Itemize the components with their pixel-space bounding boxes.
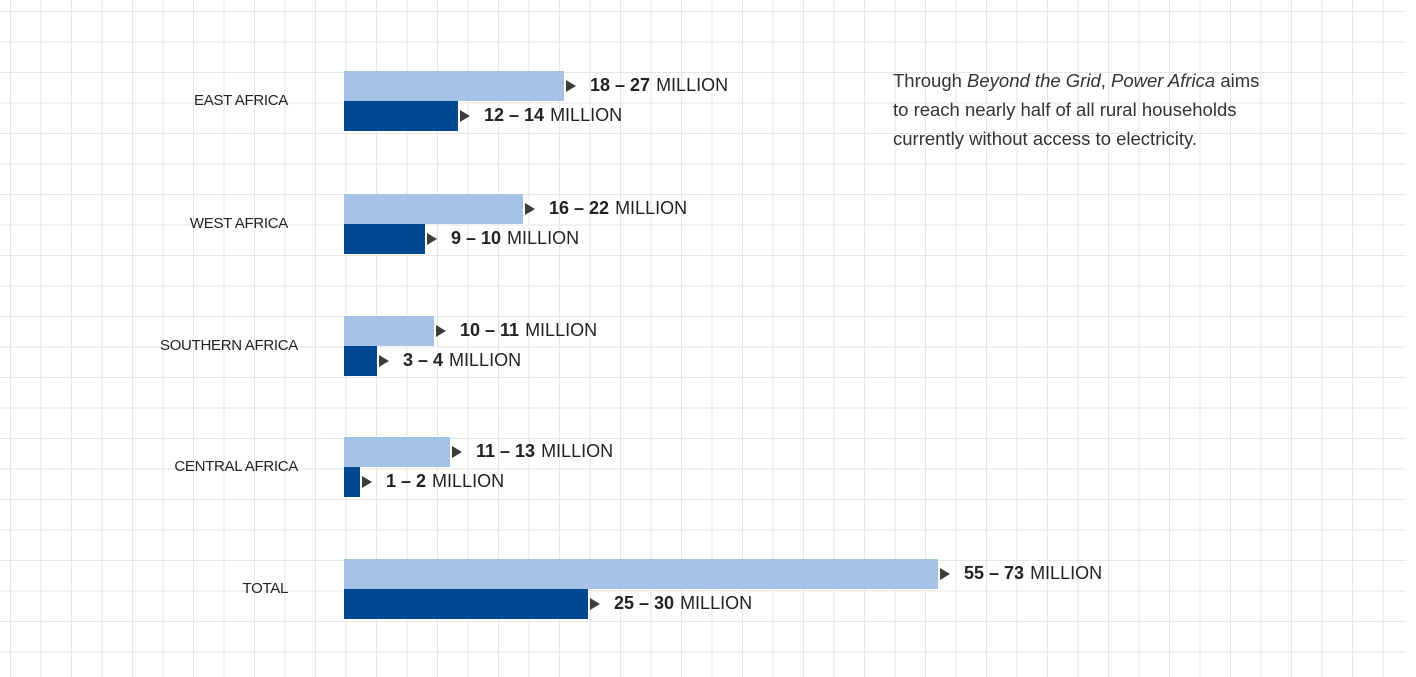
data-label-unit: MILLION — [449, 350, 522, 370]
bar-southern-africa-lower — [344, 346, 377, 376]
data-label-range: 55 – 73 — [964, 563, 1025, 583]
bar-west-africa-lower — [344, 224, 425, 254]
pointer-icon — [362, 476, 372, 488]
data-label-east-africa-lower: 12 – 14 MILLION — [484, 105, 622, 126]
bar-east-africa-upper — [344, 71, 564, 101]
category-label-southern-africa: SOUTHERN AFRICA — [159, 337, 298, 354]
data-label-east-africa-upper: 18 – 27 MILLION — [590, 75, 728, 96]
data-label-unit: MILLION — [656, 75, 729, 95]
note-suffix: aims to reach nearly half of all rural h… — [893, 70, 1260, 149]
pointer-icon — [436, 325, 446, 337]
pointer-icon — [940, 568, 950, 580]
data-label-range: 3 – 4 — [403, 350, 444, 370]
data-label-unit: MILLION — [1030, 563, 1103, 583]
data-label-southern-africa-lower: 3 – 4 MILLION — [403, 350, 521, 371]
grid-bottom-ticks — [10, 650, 1406, 677]
pointer-icon — [427, 233, 437, 245]
bar-total-upper — [344, 559, 938, 589]
data-label-unit: MILLION — [615, 198, 688, 218]
data-label-range: 9 – 10 — [451, 228, 502, 248]
pointer-icon — [460, 110, 470, 122]
data-label-southern-africa-upper: 10 – 11 MILLION — [460, 320, 597, 341]
annotation-note: Through Beyond the Grid, Power Africa ai… — [893, 66, 1263, 153]
pointer-icon — [525, 203, 535, 215]
data-label-total-lower: 25 – 30 MILLION — [614, 593, 752, 614]
pointer-icon — [379, 355, 389, 367]
bar-central-africa-lower — [344, 467, 360, 497]
data-label-unit: MILLION — [550, 105, 623, 125]
data-label-unit: MILLION — [525, 320, 598, 340]
grid-right-margin — [1406, 0, 1416, 677]
note-prefix: Through — [893, 70, 968, 91]
data-label-range: 1 – 2 — [386, 471, 427, 491]
bar-southern-africa-upper — [344, 316, 434, 346]
pointer-icon — [566, 80, 576, 92]
pointer-icon — [590, 598, 600, 610]
data-label-range: 18 – 27 — [590, 75, 651, 95]
note-italic-program: Beyond the Grid — [967, 70, 1101, 91]
data-label-west-africa-upper: 16 – 22 MILLION — [549, 198, 687, 219]
pointer-icon — [452, 446, 462, 458]
data-label-unit: MILLION — [507, 228, 580, 248]
data-label-range: 16 – 22 — [549, 198, 610, 218]
bar-west-africa-upper — [344, 194, 523, 224]
data-label-unit: MILLION — [541, 441, 614, 461]
data-label-central-africa-lower: 1 – 2 MILLION — [386, 471, 504, 492]
note-italic-initiative: Power Africa — [1111, 70, 1216, 91]
bar-total-lower — [344, 589, 588, 619]
data-label-range: 11 – 13 — [476, 441, 536, 461]
data-label-central-africa-upper: 11 – 13 MILLION — [476, 441, 613, 462]
category-label-central-africa: CENTRAL AFRICA — [174, 458, 298, 475]
category-label-east-africa: EAST AFRICA — [194, 92, 288, 109]
category-label-west-africa: WEST AFRICA — [189, 215, 288, 232]
bar-east-africa-lower — [344, 101, 458, 131]
data-label-unit: MILLION — [432, 471, 505, 491]
category-label-total: TOTAL — [242, 580, 289, 597]
data-label-total-upper: 55 – 73 MILLION — [964, 563, 1102, 584]
data-label-unit: MILLION — [680, 593, 753, 613]
data-label-range: 25 – 30 — [614, 593, 675, 613]
data-label-range: 12 – 14 — [484, 105, 545, 125]
note-separator: , — [1100, 70, 1112, 91]
data-label-range: 10 – 11 — [460, 320, 520, 340]
bar-central-africa-upper — [344, 437, 450, 467]
data-label-west-africa-lower: 9 – 10 MILLION — [451, 228, 579, 249]
